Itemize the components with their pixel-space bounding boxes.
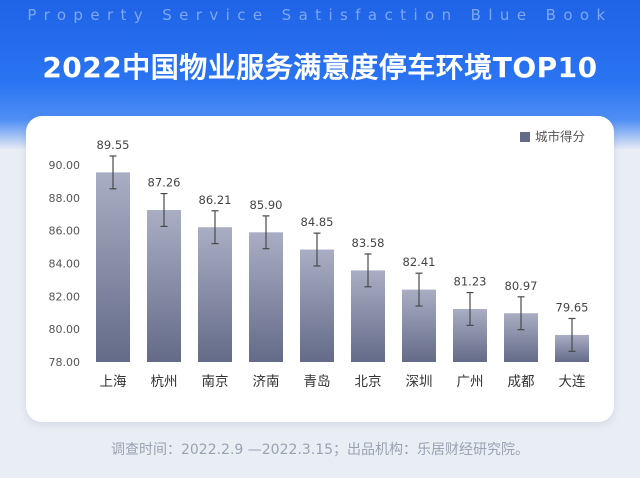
data-label: 86.21 <box>199 193 232 207</box>
x-tick-label: 北京 <box>355 374 382 390</box>
y-tick-label: 80.00 <box>49 323 81 336</box>
y-tick-label: 84.00 <box>49 258 81 271</box>
footer-note: 调查时间：2022.2.9 —2022.3.15；出品机构：乐居财经研究院。 <box>110 442 530 458</box>
error-bar <box>466 291 474 326</box>
legend-label: 城市得分 <box>535 129 585 144</box>
data-label: 81.23 <box>454 275 487 289</box>
bar <box>249 232 283 362</box>
data-label: 79.65 <box>556 300 589 314</box>
data-label: 83.58 <box>352 236 385 250</box>
bar <box>198 227 232 362</box>
y-tick-label: 86.00 <box>49 225 81 238</box>
x-tick-label: 杭州 <box>151 374 178 390</box>
error-bar <box>211 210 219 245</box>
data-label: 89.55 <box>97 138 130 152</box>
x-tick-label: 青岛 <box>304 374 331 390</box>
x-tick-label: 大连 <box>559 374 587 390</box>
bar-chart: 78.00 80.00 82.00 84.00 86.00 88.00 90.00 89.5… <box>49 129 589 390</box>
chart-card: 78.00 80.00 82.00 84.00 86.00 88.00 90.00 89.5… <box>26 116 614 422</box>
data-label: 80.97 <box>505 279 538 293</box>
y-tick-label: 88.00 <box>49 192 81 205</box>
data-label: 85.90 <box>250 198 283 212</box>
data-label: 84.85 <box>301 215 334 229</box>
data-label: 82.41 <box>403 255 436 269</box>
bar <box>300 249 334 362</box>
page-title: 2022中国物业服务满意度停车环境TOP10 <box>42 51 598 84</box>
error-bar <box>262 215 270 250</box>
legend-swatch <box>520 132 530 142</box>
x-tick-label: 成都 <box>508 374 535 390</box>
error-bar <box>517 296 525 331</box>
error-bar <box>109 155 117 190</box>
y-tick-label: 82.00 <box>49 290 81 303</box>
y-tick-label: 78.00 <box>49 356 81 369</box>
english-banner-text: Property Service Satisfaction Blue Book <box>27 6 613 24</box>
x-tick-label: 深圳 <box>406 374 433 390</box>
error-bar <box>364 253 372 288</box>
x-tick-label: 南京 <box>202 374 229 390</box>
error-bar <box>313 232 321 267</box>
x-tick-label: 济南 <box>253 374 280 390</box>
error-bar <box>160 192 168 227</box>
bar <box>96 172 130 362</box>
y-tick-label: 90.00 <box>49 159 81 172</box>
bar <box>147 209 181 362</box>
data-label: 87.26 <box>148 176 181 190</box>
error-bar <box>415 272 423 307</box>
x-tick-label: 上海 <box>100 374 127 390</box>
error-bar <box>568 317 576 352</box>
x-tick-label: 广州 <box>457 374 484 390</box>
